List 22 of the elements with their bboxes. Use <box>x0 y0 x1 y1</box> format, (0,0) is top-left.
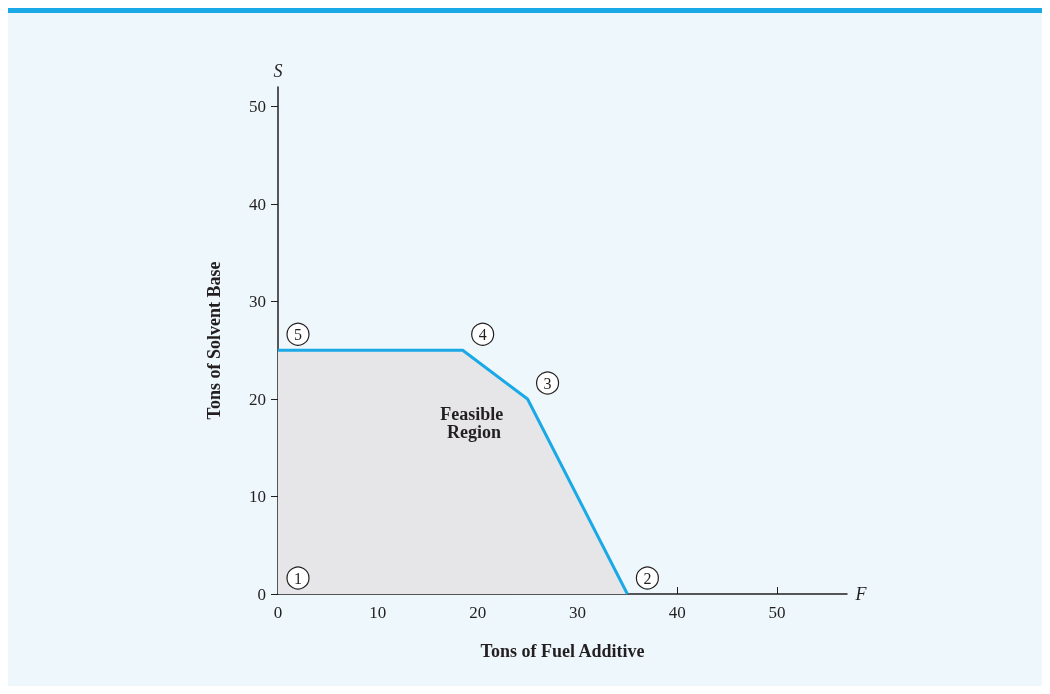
y-tick-label: 0 <box>257 584 266 604</box>
y-tick-label: 20 <box>249 389 266 409</box>
x-tick-label: 10 <box>369 603 387 622</box>
y-tick-label: 30 <box>249 292 266 311</box>
x-tick-label: 40 <box>668 603 686 622</box>
x-tick-label: 30 <box>568 603 586 622</box>
y-axis-title: Tons of Solvent Base <box>204 261 224 420</box>
annotation: 2 <box>643 569 652 587</box>
x-tick-label: 0 <box>273 603 283 622</box>
annotation: 4 <box>478 325 487 343</box>
annotation: Feasible Region <box>440 404 508 443</box>
annotation: 5 <box>294 325 302 343</box>
text: F <box>854 584 868 604</box>
y-tick-label: 50 <box>249 97 266 116</box>
annotation: 3 <box>543 374 552 392</box>
annotation: 1 <box>294 569 302 587</box>
text: S <box>273 61 283 81</box>
x-tick-label: 50 <box>768 603 786 622</box>
y-tick-label: 10 <box>249 487 266 506</box>
y-tick-label: 40 <box>249 194 266 214</box>
x-tick-label: 20 <box>469 603 487 622</box>
x-axis-title: Tons of Fuel Additive <box>480 641 645 661</box>
